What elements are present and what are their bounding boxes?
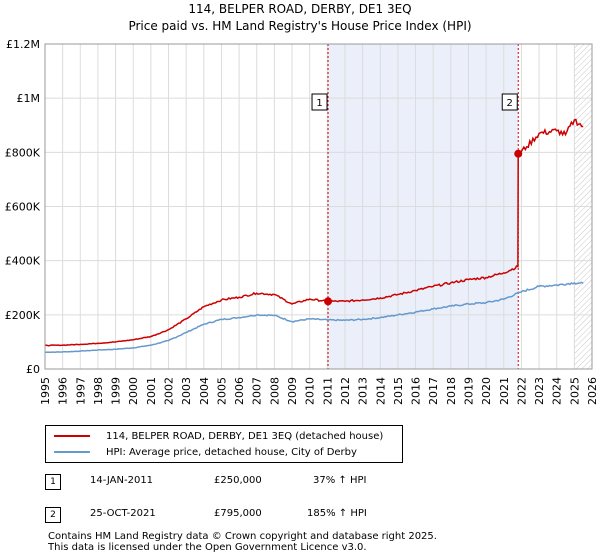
x-tick-label: 1998: [92, 377, 105, 405]
x-tick-label: 2018: [445, 377, 458, 405]
plot-frame: [44, 43, 593, 370]
transaction-price: £795,000: [214, 508, 262, 519]
x-tick-label: 2025: [568, 377, 581, 405]
x-tick-label: 2000: [127, 377, 140, 405]
x-tick-label: 2006: [233, 377, 246, 405]
legend-swatch-hpi: [54, 451, 90, 453]
transaction-date: 14-JAN-2011: [90, 475, 154, 486]
marker-label-box: [501, 93, 518, 111]
y-tick-label: £1M: [17, 92, 41, 105]
transaction-badge: 1: [45, 474, 61, 490]
x-tick-label: 2019: [462, 377, 475, 405]
y-tick-label: £1.2M: [6, 38, 40, 51]
x-tick-label: 2023: [533, 377, 546, 405]
marker-label: 1: [316, 98, 322, 109]
y-tick-label: £200K: [5, 309, 41, 322]
transaction-hpi: 185% ↑ HPI: [307, 508, 367, 519]
chart-title: 114, BELPER ROAD, DERBY, DE1 3EQ: [188, 2, 412, 16]
x-tick-label: 2007: [251, 377, 264, 405]
x-tick-label: 2001: [145, 377, 158, 405]
sale-point: [324, 297, 333, 306]
x-tick-label: 2010: [304, 377, 317, 405]
transaction-hpi: 37% ↑ HPI: [313, 475, 367, 486]
sale-point: [514, 149, 523, 158]
series-line: [44, 118, 584, 347]
x-tick-label: 2004: [198, 377, 211, 405]
x-tick-label: 2024: [551, 377, 564, 405]
x-tick-label: 2013: [357, 377, 370, 405]
transaction-date: 25-OCT-2021: [90, 508, 156, 519]
transaction-row: 1 14-JAN-2011 £250,000 37% ↑ HPI: [0, 473, 600, 493]
transaction-badge: 2: [45, 507, 61, 523]
x-tick-label: 1995: [39, 377, 52, 405]
x-tick-label: 2002: [163, 377, 176, 405]
series-line: [45, 281, 584, 354]
legend-label-property: 114, BELPER ROAD, DERBY, DE1 3EQ (detach…: [106, 430, 384, 442]
chart-subtitle: Price paid vs. HM Land Registry's House …: [128, 19, 472, 33]
x-tick-label: 2015: [392, 377, 405, 405]
legend: 114, BELPER ROAD, DERBY, DE1 3EQ (detach…: [45, 425, 403, 463]
y-tick-label: £800K: [5, 146, 41, 159]
legend-item-hpi: HPI: Average price, detached house, City…: [54, 445, 357, 459]
x-tick-label: 2012: [339, 377, 352, 405]
x-tick-label: 2016: [410, 377, 423, 405]
legend-label-hpi: HPI: Average price, detached house, City…: [106, 446, 357, 458]
x-tick-label: 2021: [498, 377, 511, 405]
y-tick-label: £400K: [5, 255, 41, 268]
footer-licence: This data is licensed under the Open Gov…: [48, 542, 367, 553]
x-tick-label: 1996: [57, 377, 70, 405]
x-tick-label: 2005: [215, 377, 228, 405]
x-tick-label: 1997: [74, 377, 87, 405]
marker-label-box: [311, 93, 328, 111]
x-tick-label: 2008: [268, 377, 281, 405]
price-chart: £0 £200K £400K £600K £800K £1M £1.2M 1995 1996 19…: [5, 38, 599, 405]
transaction-row: 2 25-OCT-2021 £795,000 185% ↑ HPI: [0, 506, 600, 526]
transaction-price: £250,000: [214, 475, 262, 486]
marker-label: 2: [507, 98, 513, 109]
x-tick-label: 2017: [427, 377, 440, 405]
x-tick-label: 2020: [480, 377, 493, 405]
legend-swatch-property: [54, 435, 90, 437]
x-tick-label: 2011: [321, 377, 334, 405]
x-tick-label: 1999: [110, 377, 123, 405]
legend-item-property: 114, BELPER ROAD, DERBY, DE1 3EQ (detach…: [54, 429, 383, 443]
x-tick-label: 2009: [286, 377, 299, 405]
x-tick-label: 2014: [374, 377, 387, 405]
footer-copyright: Contains HM Land Registry data © Crown c…: [48, 531, 437, 542]
y-tick-label: £0: [26, 363, 40, 376]
x-tick-label: 2003: [180, 377, 193, 405]
x-tick-label: 2026: [586, 377, 599, 405]
x-tick-label: 2022: [515, 377, 528, 405]
y-tick-label: £600K: [5, 201, 41, 214]
